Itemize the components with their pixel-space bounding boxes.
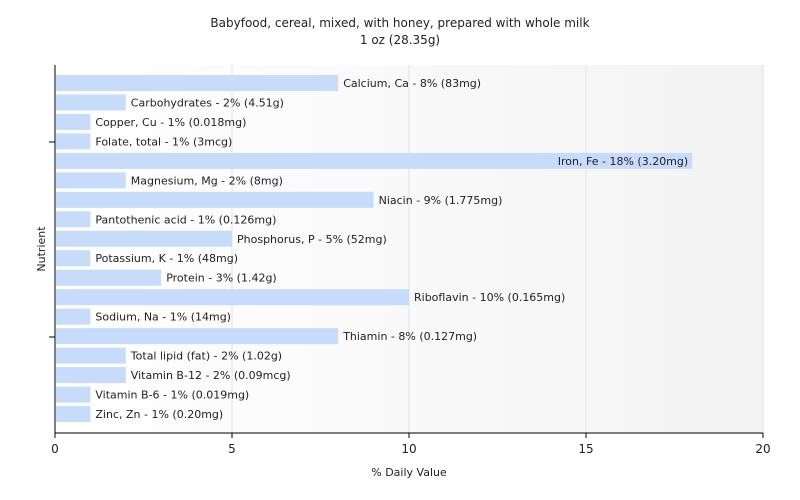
bar-data-label: Total lipid (fat) - 2% (1.02g) — [130, 350, 282, 363]
bar — [56, 230, 232, 247]
bar — [56, 113, 91, 130]
bar-data-label: Niacin - 9% (1.775mg) — [379, 194, 503, 207]
x-tick-label: 20 — [755, 442, 770, 456]
bar — [56, 406, 91, 422]
bar-data-label: Zinc, Zn - 1% (0.20mg) — [95, 408, 223, 421]
bar-data-label: Sodium, Na - 1% (14mg) — [95, 311, 231, 324]
grid-lines — [231, 65, 764, 433]
bar-data-label: Thiamin - 8% (0.127mg) — [342, 330, 477, 343]
bar — [56, 152, 693, 169]
bar — [56, 269, 162, 286]
x-tick-label: 10 — [401, 442, 416, 456]
bar-data-label: Calcium, Ca - 8% (83mg) — [343, 77, 481, 90]
bar-data-label: Magnesium, Mg - 2% (8mg) — [131, 174, 283, 187]
bar — [56, 250, 91, 267]
bar-data-label: Vitamin B-12 - 2% (0.09mcg) — [131, 369, 291, 382]
bar — [56, 289, 409, 306]
bars: Calcium, Ca - 8% (83mg) Carbohydrates - 2… — [56, 75, 693, 422]
bar-data-label: Protein - 3% (1.42g) — [166, 272, 277, 285]
bar-data-label: Iron, Fe - 18% (3.20mg) — [558, 155, 688, 168]
x-axis-label: % Daily Value — [371, 466, 447, 479]
bar-data-label: Copper, Cu - 1% (0.018mg) — [95, 116, 246, 129]
bar — [56, 367, 126, 384]
bar-data-label: Carbohydrates - 2% (4.51g) — [131, 96, 284, 109]
bar — [56, 133, 91, 150]
y-axis-ticks — [49, 141, 55, 338]
bar-data-label: Vitamin B-6 - 1% (0.019mg) — [95, 389, 249, 402]
bar-data-label: Pantothenic acid - 1% (0.126mg) — [95, 213, 276, 226]
x-tick-label: 15 — [578, 442, 593, 456]
y-axis-label: Nutrient — [35, 226, 48, 272]
bar-data-label: Folate, total - 1% (3mcg) — [95, 135, 232, 148]
bar-data-label: Potassium, K - 1% (48mg) — [95, 252, 238, 265]
bar — [56, 211, 91, 228]
bar-data-label: Phosphorus, P - 5% (52mg) — [237, 233, 387, 246]
bar — [56, 328, 339, 345]
x-axis-ticks: 0 5 10 15 20 — [51, 433, 771, 456]
x-tick-label: 0 — [51, 442, 59, 456]
chart-subtitle: 1 oz (28.35g) — [360, 33, 440, 47]
bar-data-label: Riboflavin - 10% (0.165mg) — [414, 291, 565, 304]
x-tick-label: 5 — [228, 442, 236, 456]
chart-title: Babyfood, cereal, mixed, with honey, pre… — [210, 16, 589, 30]
bar — [56, 94, 126, 111]
bar — [56, 308, 91, 325]
bar — [56, 347, 126, 364]
bar — [56, 386, 91, 403]
bar — [56, 191, 374, 208]
bar — [56, 75, 339, 91]
bar — [56, 172, 126, 189]
